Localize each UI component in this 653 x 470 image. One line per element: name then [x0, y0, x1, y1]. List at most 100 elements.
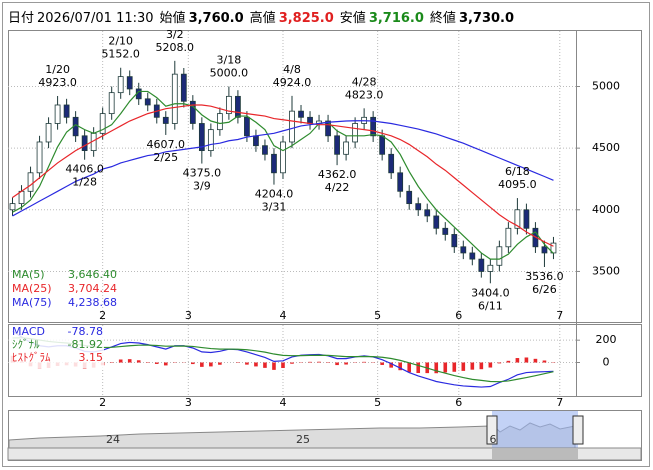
navigator-handle[interactable]: [572, 415, 584, 445]
legend-name: MA(5): [12, 268, 45, 281]
candle-body: [81, 135, 88, 152]
annotation: 3/2: [166, 28, 184, 41]
y-tick-label: 4000: [592, 203, 620, 216]
candle-body: [307, 116, 313, 124]
candle-body: [505, 227, 512, 248]
header-label: 終値: [429, 11, 456, 26]
candle-body: [244, 116, 250, 137]
annotation: 4406.0: [65, 163, 104, 176]
scrollbar-thumb[interactable]: [492, 449, 578, 459]
annotation: 5152.0: [101, 48, 140, 61]
hist-bar: [136, 360, 141, 363]
candle-body: [45, 123, 52, 143]
hist-bar: [245, 362, 249, 365]
y-tick-label: 5000: [592, 79, 620, 92]
header-label: 高値: [249, 11, 276, 26]
hist-bar: [380, 362, 384, 365]
annotation: 1/20: [45, 63, 70, 76]
candle-body: [262, 145, 268, 155]
scrollbar[interactable]: [7, 447, 642, 461]
macd-legend-box: [10, 326, 104, 368]
hist-bar: [497, 362, 502, 364]
navigator-handle[interactable]: [486, 415, 498, 445]
candle-body: [379, 135, 386, 155]
candle-body: [478, 258, 485, 272]
hist-bar: [254, 362, 258, 367]
x-tick-label: 2: [99, 396, 106, 409]
hist-bar: [118, 359, 123, 363]
candle-body: [343, 141, 349, 155]
y-tick-label: 3500: [592, 264, 620, 277]
annotation: 3404.0: [471, 286, 510, 299]
candle-body: [117, 76, 124, 94]
y-tick-label: 4500: [592, 141, 620, 154]
x-tick-label: 7: [556, 396, 563, 409]
x-tick-label: 5: [374, 396, 381, 409]
x-tick-label: 4: [279, 309, 286, 322]
candle-body: [424, 209, 431, 217]
candle-body: [523, 209, 530, 229]
annotation: 6/11: [478, 299, 503, 312]
candle-body: [235, 95, 241, 118]
candle-body: [144, 98, 151, 106]
legend-name: MACD: [12, 325, 45, 338]
candle-body: [253, 135, 259, 147]
navigator-label: 6: [490, 433, 497, 446]
candle-body: [171, 73, 178, 124]
candle-body: [298, 110, 304, 118]
hist-bar: [154, 362, 159, 364]
macd-panel: [8, 324, 642, 397]
candle-body: [63, 104, 70, 118]
header-value: 3,825.0: [278, 11, 334, 26]
annotation: 4/8: [283, 63, 301, 76]
navigator-label: 24: [106, 433, 120, 446]
hist-bar: [416, 362, 421, 374]
hist-bar: [362, 361, 366, 363]
annotation: 4607.0: [147, 138, 186, 151]
candle-body: [180, 73, 187, 102]
hist-bar: [163, 362, 168, 366]
header: 日付 2026/07/01 11:30 始値 3,760.0 高値 3,825.0 安値 3,…: [8, 7, 520, 26]
annotation: 4095.0: [498, 178, 537, 191]
x-tick-label: 6: [455, 309, 462, 322]
candle-body: [108, 92, 115, 115]
annotation: 4/28: [352, 75, 377, 88]
legend-value: 3,704.24: [68, 282, 117, 295]
header-label: 日付: [8, 11, 35, 26]
hist-bar: [506, 360, 511, 363]
annotation: 4823.0: [345, 88, 384, 101]
hist-bar: [191, 362, 195, 365]
hist-bar: [335, 362, 339, 366]
annotation: 6/26: [532, 283, 557, 296]
x-tick-label: 6: [455, 396, 462, 409]
annotation: 4924.0: [273, 76, 312, 89]
navigator-label: 25: [296, 433, 310, 446]
hist-bar: [488, 362, 493, 368]
annotation: 1/28: [72, 176, 97, 189]
annotation: 5000.0: [210, 66, 249, 79]
candle-body: [162, 116, 169, 124]
candle-body: [27, 172, 34, 192]
legend-value: -81.92: [68, 338, 103, 351]
candle-body: [388, 153, 395, 174]
hist-bar: [218, 362, 222, 365]
candle-body: [415, 203, 422, 211]
candle-body: [207, 129, 214, 152]
candle-body: [198, 123, 205, 152]
legend-name: ﾋｽﾄｸﾞﾗﾑ: [12, 351, 51, 364]
hist-bar: [533, 358, 538, 363]
hist-bar: [524, 357, 529, 363]
candle-body: [36, 141, 43, 174]
candle-body: [541, 246, 548, 254]
annotation: 4/22: [325, 181, 350, 194]
legend-value: 4,238.68: [68, 296, 117, 309]
annotation: 6/18: [505, 165, 530, 178]
candle-body: [487, 264, 494, 272]
candle-body: [325, 120, 331, 137]
hist-bar: [308, 361, 312, 363]
annotation: 4362.0: [318, 168, 357, 181]
candle-body: [370, 116, 377, 137]
candle-body: [289, 110, 295, 143]
